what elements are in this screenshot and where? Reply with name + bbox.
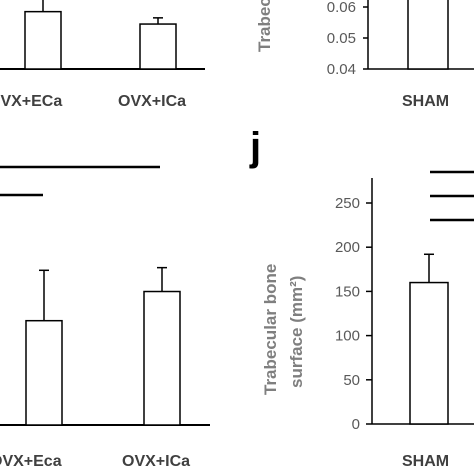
y-tick-label: 0.04 — [327, 61, 356, 78]
category-label: SHAM — [402, 93, 449, 110]
bar — [25, 319, 63, 426]
panel-top-left: OVX+ECa OVX+ICa — [0, 0, 205, 110]
panel-label: j — [249, 125, 261, 169]
y-tick-label: 200 — [335, 239, 360, 256]
y-axis-label: surface (mm²) — [287, 276, 306, 388]
bar — [139, 23, 177, 70]
y-tick-label: 0.06 — [327, 0, 356, 16]
y-tick-label: 50 — [343, 372, 360, 389]
y-tick-label: 100 — [335, 328, 360, 345]
category-label: OVX+ECa — [0, 93, 62, 110]
y-tick-label: 0 — [352, 416, 360, 433]
y-axis-label: Trabecular bone — [261, 264, 280, 395]
bar — [143, 290, 181, 426]
y-axis-label: Trabec — [255, 0, 274, 52]
panel-j: j Trabecular bone surface (mm²) 0 50 100 15… — [249, 125, 474, 470]
bar — [24, 10, 62, 70]
panel-top-right: Trabec 0.04 0.05 0.06 SHAM — [255, 0, 474, 110]
bar — [409, 281, 449, 425]
y-tick-label: 250 — [335, 195, 360, 212]
category-label: OVX+ICa — [122, 453, 190, 470]
bar — [407, 0, 449, 70]
category-label: OVX+Eca — [0, 453, 62, 470]
y-tick-label: 0.05 — [327, 30, 356, 47]
y-tick-label: 150 — [335, 283, 360, 300]
category-label: SHAM — [402, 453, 449, 470]
panel-bottom-left: OVX+Eca OVX+ICa — [0, 165, 210, 470]
category-label: OVX+ICa — [118, 93, 186, 110]
